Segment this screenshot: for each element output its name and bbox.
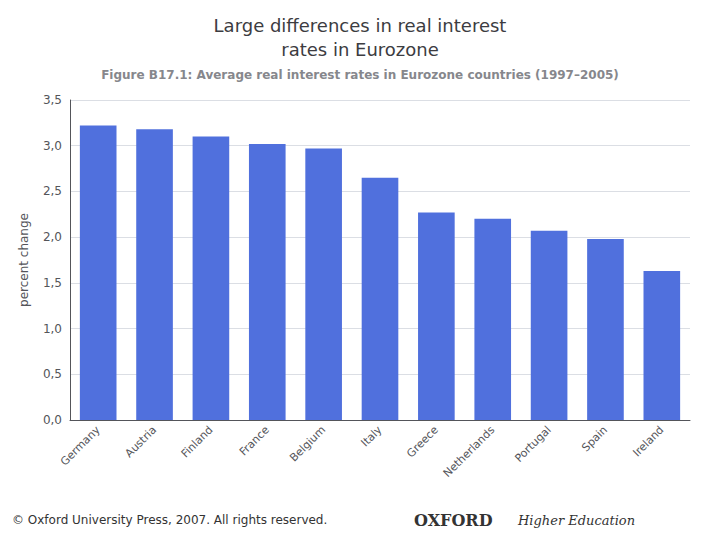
svg-text:Greece: Greece — [404, 423, 441, 460]
svg-text:© Oxford University Press, 200: © Oxford University Press, 2007. All rig… — [12, 513, 327, 527]
svg-text:Austria: Austria — [123, 423, 160, 460]
svg-text:0,0: 0,0 — [43, 413, 62, 427]
svg-text:2,0: 2,0 — [43, 230, 62, 244]
svg-text:Higher Education: Higher Education — [517, 513, 635, 528]
svg-text:2,5: 2,5 — [43, 184, 62, 198]
svg-text:Finland: Finland — [179, 423, 216, 460]
svg-text:Italy: Italy — [359, 423, 385, 449]
svg-text:1,5: 1,5 — [43, 276, 62, 290]
svg-text:France: France — [237, 423, 272, 458]
svg-text:3,5: 3,5 — [43, 93, 62, 107]
svg-text:Portugal: Portugal — [512, 423, 553, 464]
svg-text:rates in Eurozone: rates in Eurozone — [281, 39, 439, 60]
svg-text:3,0: 3,0 — [43, 139, 62, 153]
svg-text:Large differences in real inte: Large differences in real interest — [214, 15, 507, 36]
svg-text:Germany: Germany — [58, 423, 103, 468]
svg-text:OXFORD: OXFORD — [414, 511, 493, 530]
svg-text:percent change: percent change — [17, 213, 31, 307]
svg-text:0,5: 0,5 — [43, 367, 62, 381]
svg-text:Ireland: Ireland — [630, 423, 666, 459]
svg-text:Spain: Spain — [579, 423, 610, 454]
svg-text:Belgium: Belgium — [287, 423, 328, 464]
svg-text:Figure B17.1: Average real int: Figure B17.1: Average real interest rate… — [101, 68, 619, 82]
svg-text:1,0: 1,0 — [43, 322, 62, 336]
svg-text:Netherlands: Netherlands — [441, 423, 498, 480]
